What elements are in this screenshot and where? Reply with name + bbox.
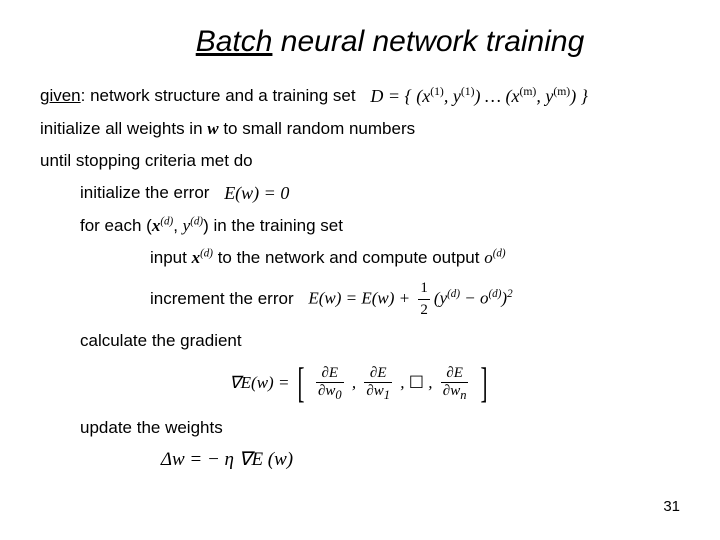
until-line: until stopping criteria met do — [40, 149, 680, 173]
init-weights-b: to small random numbers — [219, 119, 416, 138]
input-line: input x(d) to the network and compute ou… — [150, 246, 680, 270]
delta-w-formula: Δw = − η ∇E (w) — [40, 448, 414, 471]
given-label: given — [40, 86, 81, 105]
for-each-c: ) in the training set — [203, 216, 343, 235]
init-weights-a: initialize all weights in — [40, 119, 207, 138]
init-error-text: initialize the error — [80, 183, 209, 202]
update-weights-line: update the weights — [80, 416, 680, 440]
for-each-a: for each ( — [80, 216, 152, 235]
title-rest: neural network training — [272, 25, 584, 58]
o-sym: o — [484, 248, 493, 267]
training-set-formula: D = { (x(1), y(1)) … (x(m), y(m)) } — [370, 84, 588, 109]
slide-title: Batch neural network training — [100, 25, 680, 59]
e-update-formula: E(w) = E(w) + 12(y(d) − o(d))2 — [308, 278, 512, 321]
given-line: given: network structure and a training … — [40, 84, 680, 109]
page-number: 31 — [663, 498, 680, 515]
gradient-formula: ∇E(w) = [ ∂E∂w0 , ∂E∂w1 , ☐ , ∂E∂wn ] — [40, 360, 680, 408]
calc-gradient-line: calculate the gradient — [80, 329, 680, 353]
for-each-line: for each (x(d), y(d)) in the training se… — [80, 214, 680, 238]
given-rest: : network structure and a training set — [81, 86, 356, 105]
title-batch: Batch — [196, 25, 273, 58]
w-symbol: w — [207, 119, 218, 138]
ellipsis-box: ☐ — [409, 373, 424, 392]
init-weights-line: initialize all weights in w to small ran… — [40, 117, 680, 141]
init-error-line: initialize the error E(w) = 0 — [80, 181, 680, 206]
e-zero-formula: E(w) = 0 — [224, 181, 289, 206]
increment-line: increment the error E(w) = E(w) + 12(y(d… — [150, 278, 680, 321]
